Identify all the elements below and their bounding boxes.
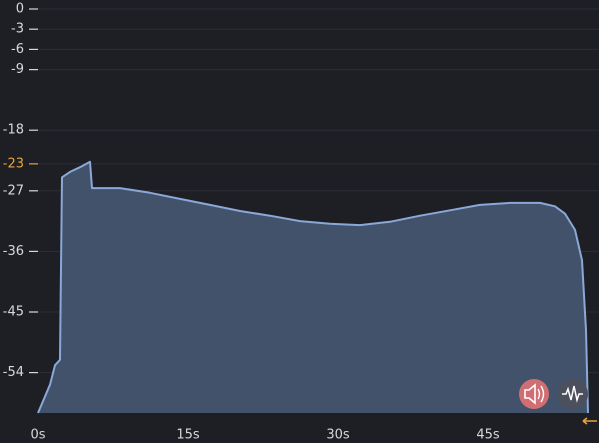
x-tick-label: 45s xyxy=(476,428,500,443)
y-tick-label: -54 xyxy=(3,365,24,380)
area-line xyxy=(37,160,589,414)
y-tick-label: -45 xyxy=(3,305,24,320)
area-fill xyxy=(38,161,588,413)
x-tick-label: 15s xyxy=(176,428,200,443)
y-tick-label: -36 xyxy=(3,244,24,259)
y-tick-label: -6 xyxy=(11,42,24,57)
x-tick-label: 30s xyxy=(326,428,350,443)
waveform-button[interactable] xyxy=(558,379,588,409)
x-tick-label: 0s xyxy=(30,428,45,443)
y-tick-label: -9 xyxy=(11,62,24,77)
y-tick-label: 0 xyxy=(16,2,24,17)
y-tick-label: -18 xyxy=(3,123,24,138)
target-arrow xyxy=(582,417,597,425)
y-tick-label: -27 xyxy=(3,183,24,198)
speaker-button[interactable] xyxy=(519,379,549,409)
y-tick-label: -23 xyxy=(3,156,24,171)
y-tick-label: -3 xyxy=(11,22,24,37)
